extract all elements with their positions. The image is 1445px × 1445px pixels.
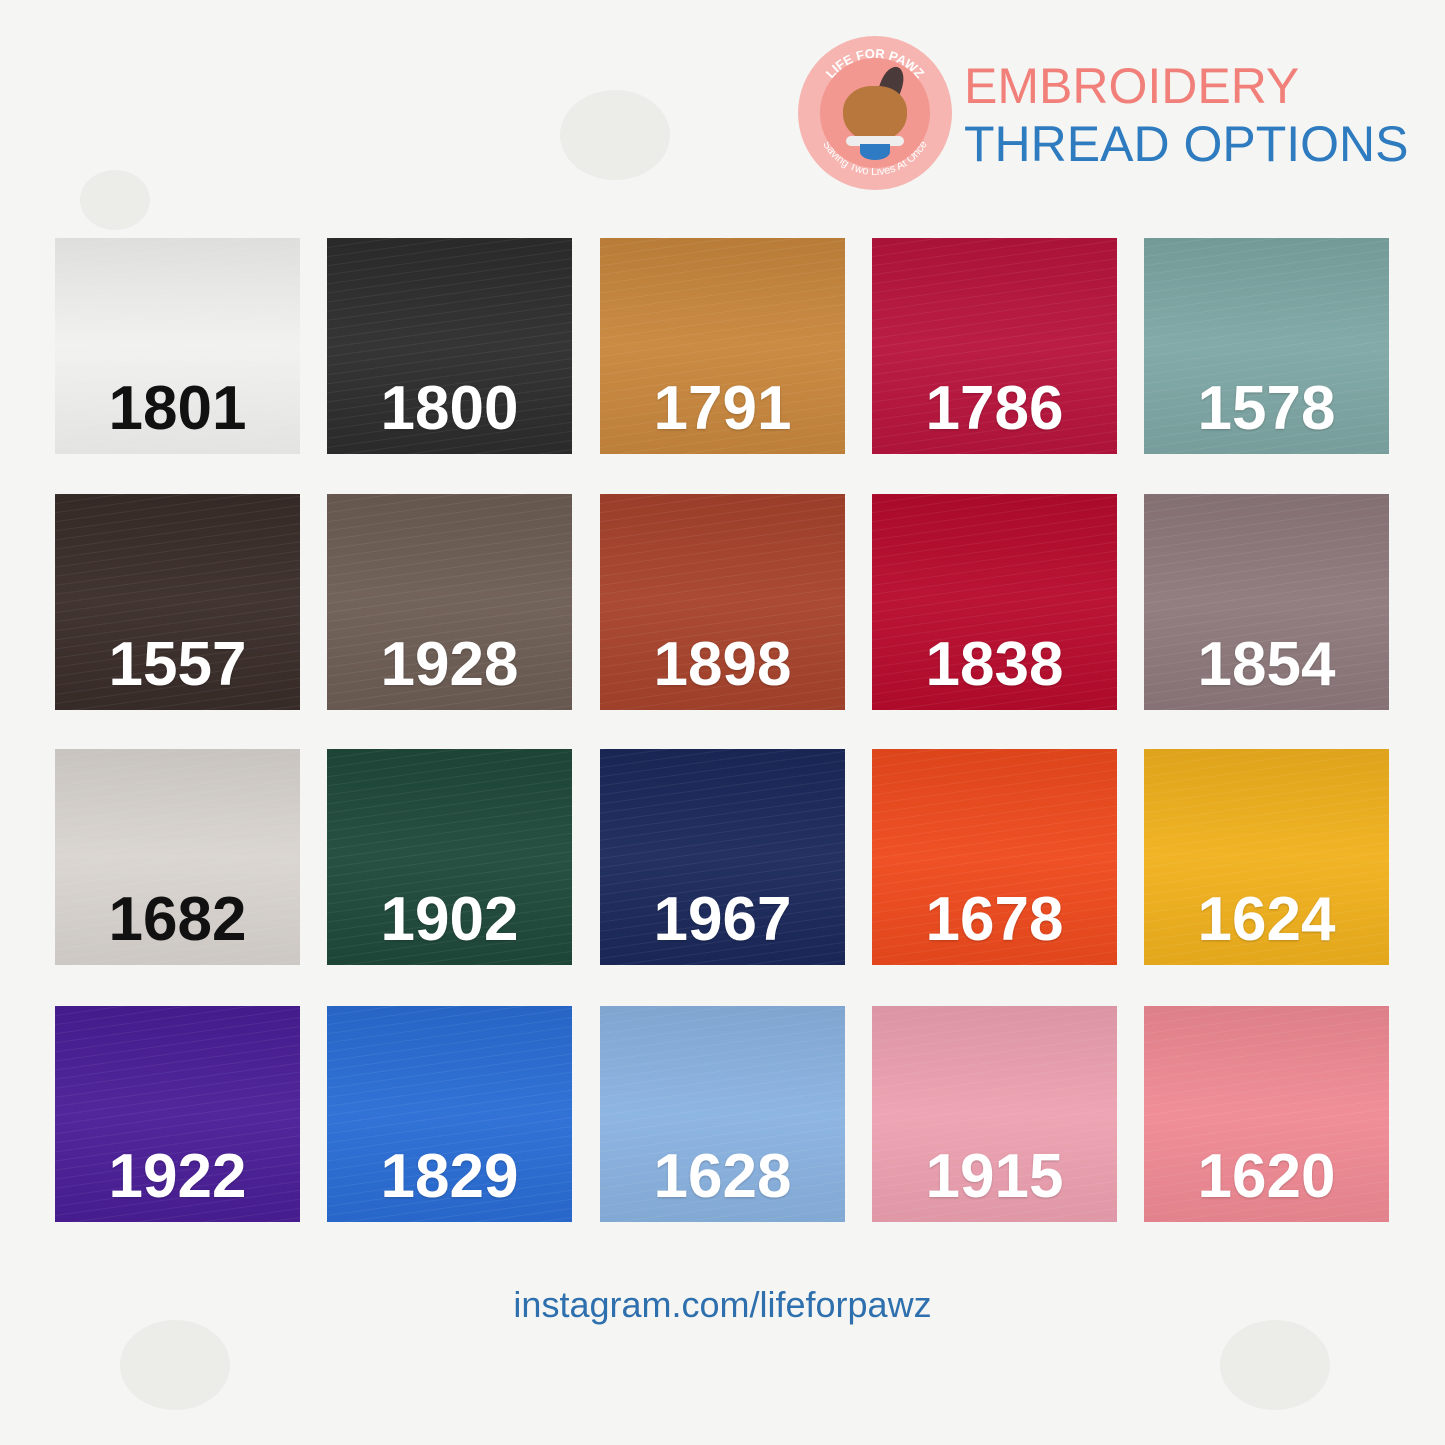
thread-texture xyxy=(1144,1006,1389,1222)
title-line-2: THREAD OPTIONS xyxy=(964,116,1409,172)
thread-swatch-1915: 1915 xyxy=(872,1006,1117,1222)
thread-code-label: 1854 xyxy=(1197,630,1336,699)
thread-code-label: 1624 xyxy=(1197,885,1336,954)
thread-texture xyxy=(872,749,1117,965)
thread-code-label: 1922 xyxy=(108,1142,247,1211)
thread-texture xyxy=(600,238,845,454)
thread-texture xyxy=(55,749,300,965)
thread-swatch-1786: 1786 xyxy=(872,238,1117,454)
thread-swatch-1967: 1967 xyxy=(600,749,845,965)
thread-texture xyxy=(600,494,845,710)
thread-code-label: 1620 xyxy=(1197,1142,1336,1211)
thread-texture xyxy=(55,238,300,454)
thread-swatch-1898: 1898 xyxy=(600,494,845,710)
thread-texture xyxy=(872,494,1117,710)
background-paw-decoration xyxy=(1220,1320,1330,1410)
thread-swatch-1624: 1624 xyxy=(1144,749,1389,965)
bandana-icon xyxy=(860,144,890,160)
thread-texture xyxy=(872,238,1117,454)
thread-swatch-1578: 1578 xyxy=(1144,238,1389,454)
thread-texture xyxy=(600,749,845,965)
thread-code-label: 1786 xyxy=(925,374,1064,443)
thread-texture xyxy=(872,1006,1117,1222)
background-paw-decoration xyxy=(120,1320,230,1410)
thread-swatch-1557: 1557 xyxy=(55,494,300,710)
background-paw-decoration xyxy=(80,170,150,230)
thread-texture xyxy=(1144,238,1389,454)
thread-code-label: 1578 xyxy=(1197,374,1336,443)
thread-swatch-1801: 1801 xyxy=(55,238,300,454)
thread-texture xyxy=(55,1006,300,1222)
thread-swatch-1838: 1838 xyxy=(872,494,1117,710)
thread-code-label: 1838 xyxy=(925,630,1064,699)
thread-texture xyxy=(1144,494,1389,710)
instagram-link[interactable]: instagram.com/lifeforpawz xyxy=(513,1284,932,1325)
background-paw-decoration xyxy=(560,90,670,180)
thread-texture xyxy=(55,494,300,710)
thread-texture xyxy=(327,749,572,965)
thread-code-label: 1800 xyxy=(380,374,519,443)
thread-swatch-1628: 1628 xyxy=(600,1006,845,1222)
thread-texture xyxy=(600,1006,845,1222)
thread-code-label: 1801 xyxy=(108,374,247,443)
thread-texture xyxy=(327,1006,572,1222)
thread-swatch-1928: 1928 xyxy=(327,494,572,710)
thread-swatch-1922: 1922 xyxy=(55,1006,300,1222)
thread-code-label: 1915 xyxy=(925,1142,1064,1211)
thread-code-label: 1557 xyxy=(108,630,247,699)
thread-code-label: 1678 xyxy=(925,885,1064,954)
thread-code-label: 1898 xyxy=(653,630,792,699)
thread-texture xyxy=(327,494,572,710)
thread-swatch-1854: 1854 xyxy=(1144,494,1389,710)
dog-face-icon xyxy=(843,86,907,142)
thread-code-label: 1967 xyxy=(653,885,792,954)
life-for-pawz-logo: LIFE FOR PAWZ Saving Two Lives At Once xyxy=(798,36,952,190)
thread-texture xyxy=(327,238,572,454)
thread-swatch-1620: 1620 xyxy=(1144,1006,1389,1222)
thread-swatch-1829: 1829 xyxy=(327,1006,572,1222)
thread-swatch-1902: 1902 xyxy=(327,749,572,965)
thread-swatch-1682: 1682 xyxy=(55,749,300,965)
thread-swatch-1800: 1800 xyxy=(327,238,572,454)
thread-code-label: 1791 xyxy=(653,374,792,443)
thread-code-label: 1902 xyxy=(380,885,519,954)
thread-code-label: 1829 xyxy=(380,1142,519,1211)
thread-code-label: 1682 xyxy=(108,885,247,954)
thread-code-label: 1928 xyxy=(380,630,519,699)
thread-texture xyxy=(1144,749,1389,965)
thread-code-label: 1628 xyxy=(653,1142,792,1211)
thread-swatch-1791: 1791 xyxy=(600,238,845,454)
thread-swatch-1678: 1678 xyxy=(872,749,1117,965)
title-line-1: EMBROIDERY xyxy=(964,58,1300,114)
bone-icon xyxy=(846,136,904,146)
